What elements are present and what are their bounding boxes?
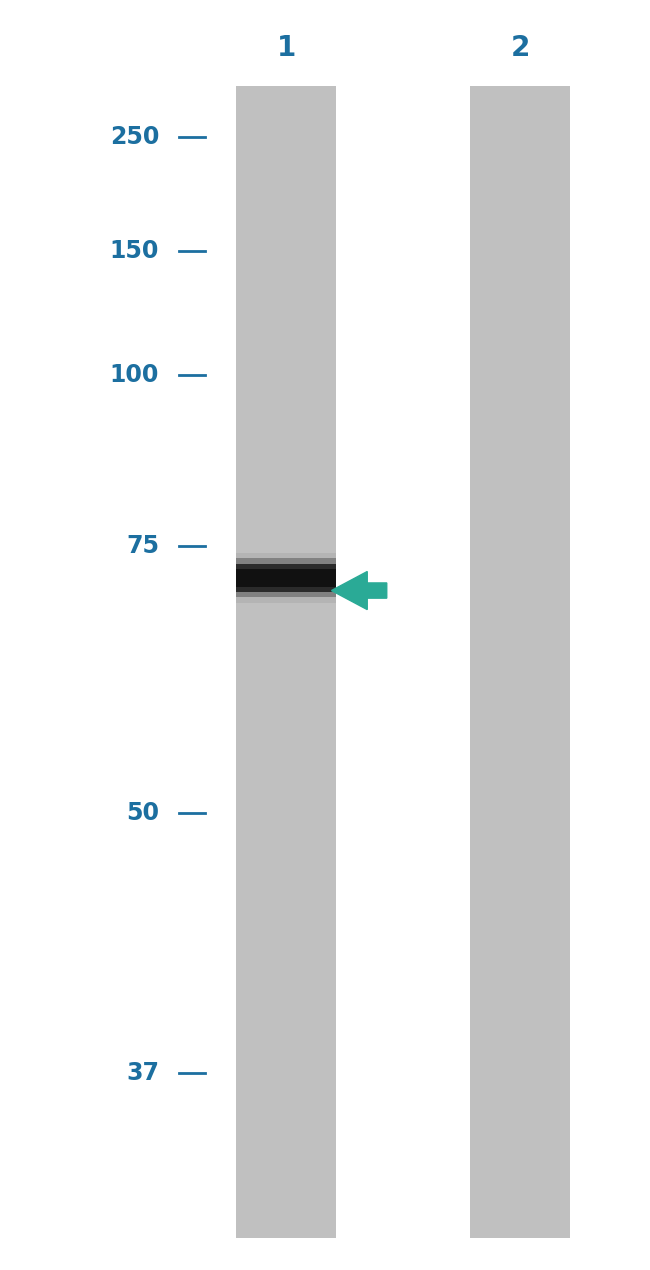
Bar <box>235 569 337 587</box>
Bar <box>469 86 571 1238</box>
Text: 37: 37 <box>126 1062 159 1085</box>
Bar <box>235 564 337 569</box>
Text: 75: 75 <box>126 535 159 558</box>
Bar <box>235 597 337 603</box>
Text: 150: 150 <box>110 240 159 263</box>
Bar <box>235 592 337 597</box>
Text: 2: 2 <box>510 34 530 62</box>
Bar <box>235 559 337 564</box>
Bar <box>235 86 337 1238</box>
Bar <box>235 587 337 592</box>
Text: 1: 1 <box>276 34 296 62</box>
FancyArrow shape <box>332 572 387 610</box>
Text: 250: 250 <box>110 126 159 149</box>
Bar <box>235 552 337 559</box>
Text: 100: 100 <box>110 363 159 386</box>
Text: 50: 50 <box>126 801 159 824</box>
